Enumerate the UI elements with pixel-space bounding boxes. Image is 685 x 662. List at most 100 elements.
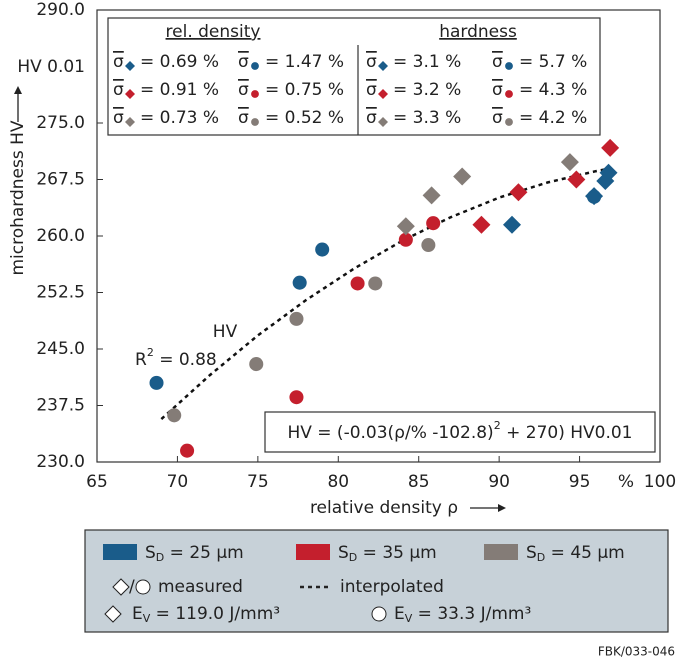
circle-marker [289,390,304,405]
sigma-value: = 0.52 % [265,108,344,128]
legend-energy-sub: V [143,612,151,625]
y-tick-label: 275.0 [36,113,85,133]
circle-marker [149,375,164,390]
circle-marker [505,62,513,70]
r2-label-rest: = 0.88 [154,350,217,370]
diamond-marker [422,186,441,205]
y-tick-label: 245.0 [36,339,85,359]
sigma-symbol: σ [113,52,124,72]
legend-swatch [296,544,330,560]
sigma-symbol: σ [113,108,124,128]
diamond-marker [472,215,491,234]
r2-label: R2 = 0.88 [135,346,217,370]
sigma-symbol: σ [366,80,377,100]
diamond-marker [560,153,579,172]
formula-rest: + 270) HV0.01 [501,423,633,443]
y-tick-label: 260.0 [36,226,85,246]
circle-marker [368,276,383,291]
circle-marker [421,238,436,253]
diamond-marker [503,215,522,234]
legend-label: SD = 45 μm [526,543,625,564]
sigma-table-box [107,17,601,136]
legend-energy-rest: = 119.0 J/mm³ [150,604,280,624]
sigma-value: = 0.75 % [265,80,344,100]
legend-label: SD = 25 μm [145,543,244,564]
legend-label: SD = 35 μm [338,543,437,564]
diamond-marker [509,183,528,202]
sigma-value: = 3.2 % [393,80,461,100]
y-tick-label: 290.0 [36,0,85,20]
y-tick-label: 237.5 [36,396,85,416]
sigma-symbol: σ [113,80,124,100]
legend-measured: measured [158,577,243,597]
x-tick-label: 85 [408,472,430,492]
legend-swatch [103,544,137,560]
y-arrow [14,86,22,122]
circle-marker [251,62,259,70]
y-tick-label: 267.5 [36,170,85,190]
sigma-symbol: σ [492,80,503,100]
circle-marker [315,242,330,257]
x-tick-label: 95 [569,472,591,492]
circle-marker [587,189,602,204]
y-axis-title: microhardness HV [8,120,28,275]
circle-marker [249,357,264,372]
legend-label-rest: = 45 μm [545,543,624,563]
table-header: rel. density [166,22,261,42]
x-tick-label: 75 [247,472,269,492]
sigma-value: = 0.73 % [140,108,219,128]
circle-marker [251,118,259,126]
sigma-symbol: σ [492,52,503,72]
curve-label: HV [213,322,238,342]
diamond-icon [112,578,130,596]
y-unit: HV 0.01 [17,57,85,77]
sigma-symbol: σ [238,80,249,100]
x-tick-label: 100 [644,472,676,492]
x-tick-label: 70 [167,472,189,492]
y-tick-label: 252.5 [36,283,85,303]
sigma-value: = 1.47 % [265,52,344,72]
diamond-marker [125,89,135,99]
circle-marker [398,232,413,247]
footer: FBK/033-046 [598,645,675,659]
legend-interpolated: interpolated [340,577,444,597]
interpolation-curve [160,166,612,420]
x-unit: % [618,472,634,492]
sigma-value: = 4.3 % [519,80,587,100]
legend-energy-rest: = 33.3 J/mm³ [412,604,531,624]
circle-marker [292,275,307,290]
x-arrow [470,504,506,512]
legend-label-main: S [145,543,156,563]
diamond-marker [601,138,620,157]
sigma-value: = 4.2 % [519,108,587,128]
legend-energy: EV = 119.0 J/mm³ [132,604,280,625]
circle-marker [251,90,259,98]
diamond-icon [104,605,122,623]
legend-energy-main: E [394,604,405,624]
sigma-value: = 5.7 % [519,52,587,72]
circle-marker [350,276,365,291]
legend-label-rest: = 25 μm [164,543,243,563]
x-axis-title: relative density ρ [310,498,458,518]
legend-energy-main: E [132,604,143,624]
diamond-marker [396,217,415,236]
circle-marker [289,311,304,326]
legend-label-rest: = 35 μm [357,543,436,563]
formula: HV = (-0.03(ρ/% -102.8)2 + 270) HV0.01 [287,419,632,443]
formula-main: HV = (-0.03(ρ/% -102.8) [287,423,493,443]
y-tick-label: 230.0 [36,452,85,472]
formula-box [264,411,656,453]
circle-marker [505,90,513,98]
sigma-value: = 3.3 % [393,108,461,128]
sigma-value: = 0.91 % [140,80,219,100]
circle-marker [426,216,441,231]
legend-energy: EV = 33.3 J/mm³ [394,604,531,625]
r2-label-main: R [135,350,147,370]
x-tick-label: 80 [327,472,349,492]
x-tick-label: 90 [488,472,510,492]
legend-label-main: S [338,543,349,563]
r2-label-sup: 2 [147,346,154,359]
x-tick-label: 65 [86,472,108,492]
diamond-marker [378,117,388,127]
